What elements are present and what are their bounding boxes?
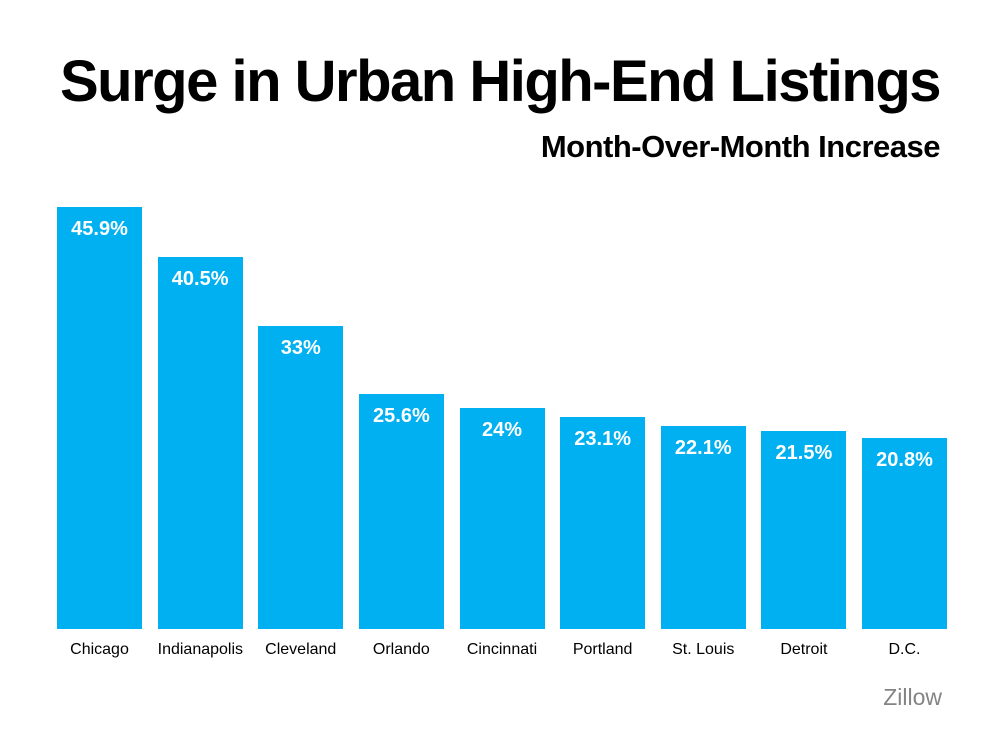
bar-orlando: 25.6% — [358, 393, 444, 629]
category-label-d-c: D.C. — [888, 641, 921, 658]
bar-portland: 23.1% — [560, 416, 646, 629]
bar-value-label-st-louis: 22.1% — [674, 436, 732, 459]
category-label-orlando: Orlando — [372, 641, 430, 658]
category-label-cincinnati: Cincinnati — [466, 641, 538, 658]
category-label-detroit: Detroit — [780, 641, 828, 658]
bar-value-label-d-c: 20.8% — [876, 448, 933, 471]
bar-value-label-orlando: 25.6% — [373, 404, 430, 427]
category-label-indianapolis: Indianapolis — [157, 641, 244, 658]
bar-indianapolis: 40.5% — [157, 256, 243, 629]
bar-value-label-chicago: 45.9% — [71, 217, 128, 240]
bar-d-c: 20.8% — [862, 437, 947, 629]
category-axis: Chicago Indianapolis Cleveland Orlando Cinci… — [57, 641, 947, 659]
bar-value-label-cincinnati: 24% — [481, 419, 523, 442]
bar-value-label-detroit: 21.5% — [775, 442, 833, 465]
bar-chicago: 45.9% — [57, 206, 142, 629]
category-label-cleveland: Cleveland — [265, 641, 337, 658]
source-attribution: Zillow — [883, 684, 942, 710]
plot-area: 45.9% 40.5% 33% 25.6% 24% 23.1% 22.1% 21.5% 20.8… — [57, 206, 947, 629]
category-label-st-louis: St. Louis — [672, 641, 735, 658]
bar-value-label-indianapolis: 40.5% — [171, 267, 229, 290]
chart-subtitle: Month-Over-Month Increase — [540, 129, 941, 164]
bar-value-label-portland: 23.1% — [574, 427, 631, 450]
bar-detroit: 21.5% — [761, 431, 847, 629]
category-label-portland: Portland — [572, 641, 633, 658]
category-label-chicago: Chicago — [70, 641, 129, 658]
bar-value-label-cleveland: 33% — [280, 336, 321, 359]
chart-title: Surge in Urban High-End Listings — [60, 49, 942, 114]
bar-cleveland: 33% — [258, 325, 344, 629]
bar-cincinnati: 24% — [459, 408, 545, 629]
bar-st-louis: 22.1% — [660, 425, 746, 629]
